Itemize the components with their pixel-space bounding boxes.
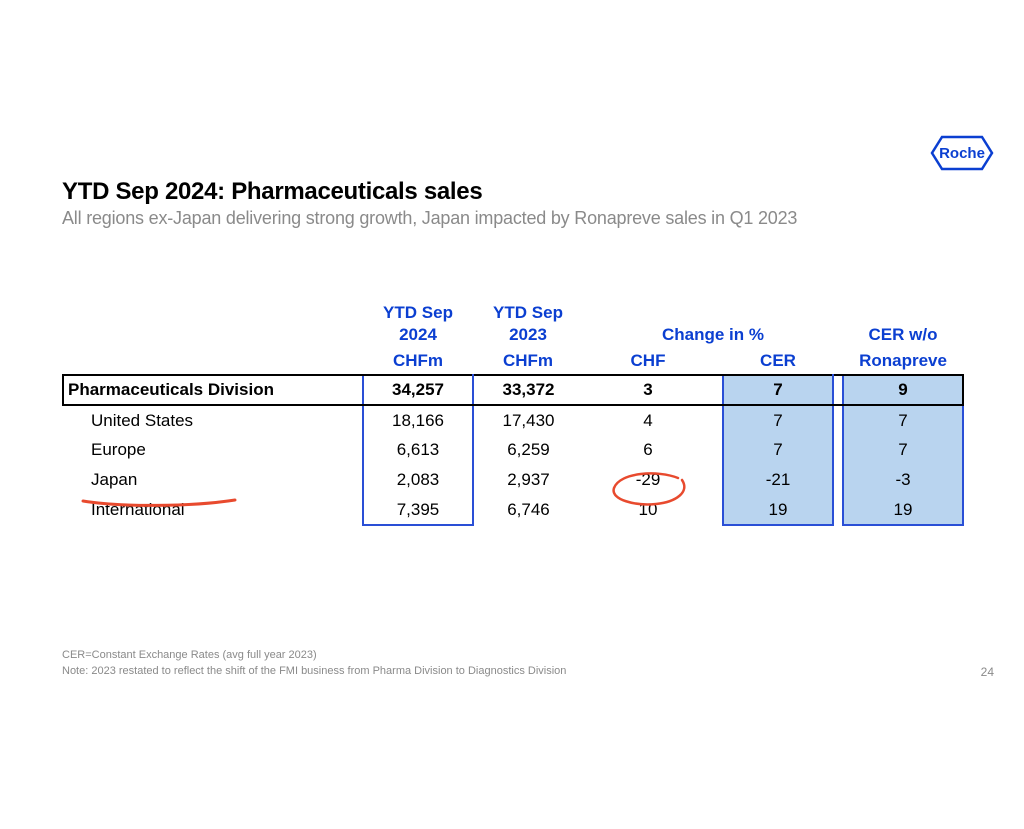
table-row: United States 18,166 17,430 4 7 7 <box>63 405 963 435</box>
col-sub-cer: CER <box>723 348 833 375</box>
table-row: International 7,395 6,746 10 19 19 <box>63 495 963 525</box>
col-sub-ron: Ronapreve <box>843 348 963 375</box>
sales-table: YTD Sep 2024 YTD Sep 2023 Change in % CE… <box>62 300 962 526</box>
table-row-japan: Japan 2,083 2,937 -29 -21 -3 <box>63 465 963 495</box>
col-header-2023: YTD Sep 2023 <box>473 300 583 348</box>
footnote-line: CER=Constant Exchange Rates (avg full ye… <box>62 648 566 663</box>
footnote-line: Note: 2023 restated to reflect the shift… <box>62 664 566 679</box>
col-header-ronapreve: CER w/o <box>843 300 963 348</box>
table-row-division: Pharmaceuticals Division 34,257 33,372 3… <box>63 375 963 405</box>
col-unit-2024: CHFm <box>363 348 473 375</box>
page-subtitle: All regions ex-Japan delivering strong g… <box>62 208 994 229</box>
footnotes: CER=Constant Exchange Rates (avg full ye… <box>62 648 566 679</box>
col-header-2024: YTD Sep 2024 <box>363 300 473 348</box>
svg-text:Roche: Roche <box>939 145 985 162</box>
col-unit-2023: CHFm <box>473 348 583 375</box>
page-title: YTD Sep 2024: Pharmaceuticals sales <box>62 178 994 206</box>
roche-logo: Roche <box>930 135 994 171</box>
col-sub-chf: CHF <box>593 348 703 375</box>
page-number: 24 <box>981 665 994 679</box>
table-row: Europe 6,613 6,259 6 7 7 <box>63 435 963 465</box>
col-header-change: Change in % <box>593 300 833 348</box>
